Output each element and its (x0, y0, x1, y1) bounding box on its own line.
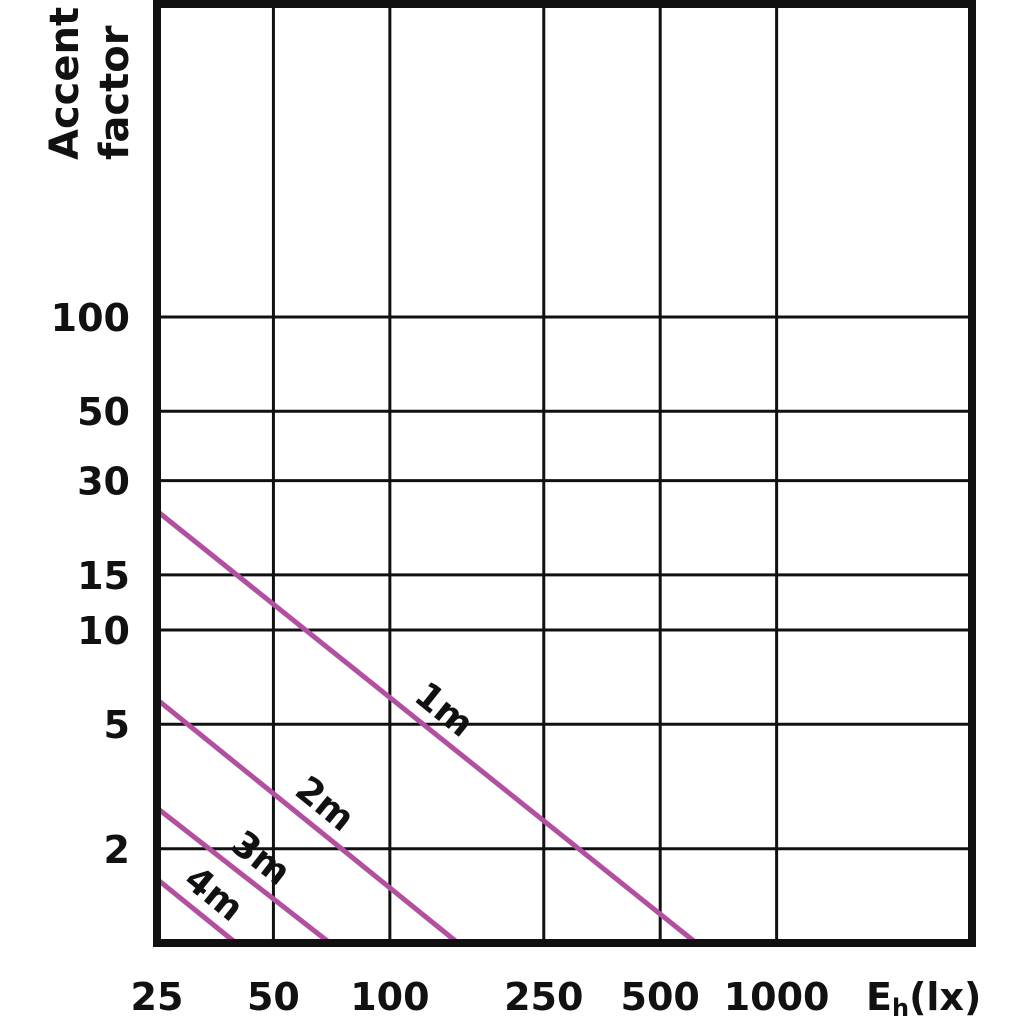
series-lines (155, 509, 698, 945)
y-tick-label: 2 (104, 828, 130, 872)
series-line-2m (155, 697, 460, 945)
plot-frame (153, 0, 976, 947)
series-label-3m: 3m (223, 823, 298, 894)
y-tick-labels: 2 5 10 15 30 50 100 (51, 296, 130, 872)
x-tick-label: 50 (247, 975, 300, 1019)
x-axis-label: Eh(lx) (866, 975, 981, 1022)
series-line-4m (155, 877, 238, 945)
y-tick-label: 10 (77, 609, 130, 653)
series-label-1m: 1m (407, 674, 481, 745)
x-tick-label: 25 (131, 975, 184, 1019)
y-tick-label: 50 (77, 390, 130, 434)
series-line-1m (155, 509, 698, 945)
y-tick-label: 5 (104, 703, 130, 747)
y-axis-label-line1: Accent (42, 7, 88, 160)
x-tick-label: 100 (350, 975, 429, 1019)
x-axis-label-unit: (lx) (909, 975, 981, 1019)
grid (155, 4, 972, 943)
y-axis-label-line2: factor (92, 25, 138, 160)
series-label-4m: 4m (176, 859, 250, 930)
x-axis-label-main: E (866, 975, 892, 1019)
y-tick-label: 30 (77, 460, 130, 504)
y-tick-label: 100 (51, 296, 130, 340)
x-tick-label: 1000 (724, 975, 830, 1019)
x-tick-labels: 25 50 100 250 500 1000 (131, 975, 830, 1019)
series-line-3m (155, 806, 332, 945)
x-axis-label-sub: h (892, 994, 909, 1022)
x-tick-label: 500 (621, 975, 700, 1019)
series-label-2m: 2m (288, 769, 362, 840)
y-tick-label: 15 (77, 554, 130, 598)
x-tick-label: 250 (504, 975, 583, 1019)
